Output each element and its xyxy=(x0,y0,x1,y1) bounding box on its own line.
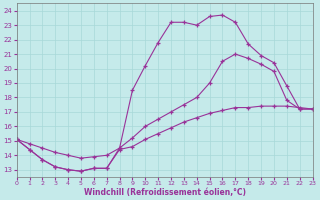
X-axis label: Windchill (Refroidissement éolien,°C): Windchill (Refroidissement éolien,°C) xyxy=(84,188,245,197)
